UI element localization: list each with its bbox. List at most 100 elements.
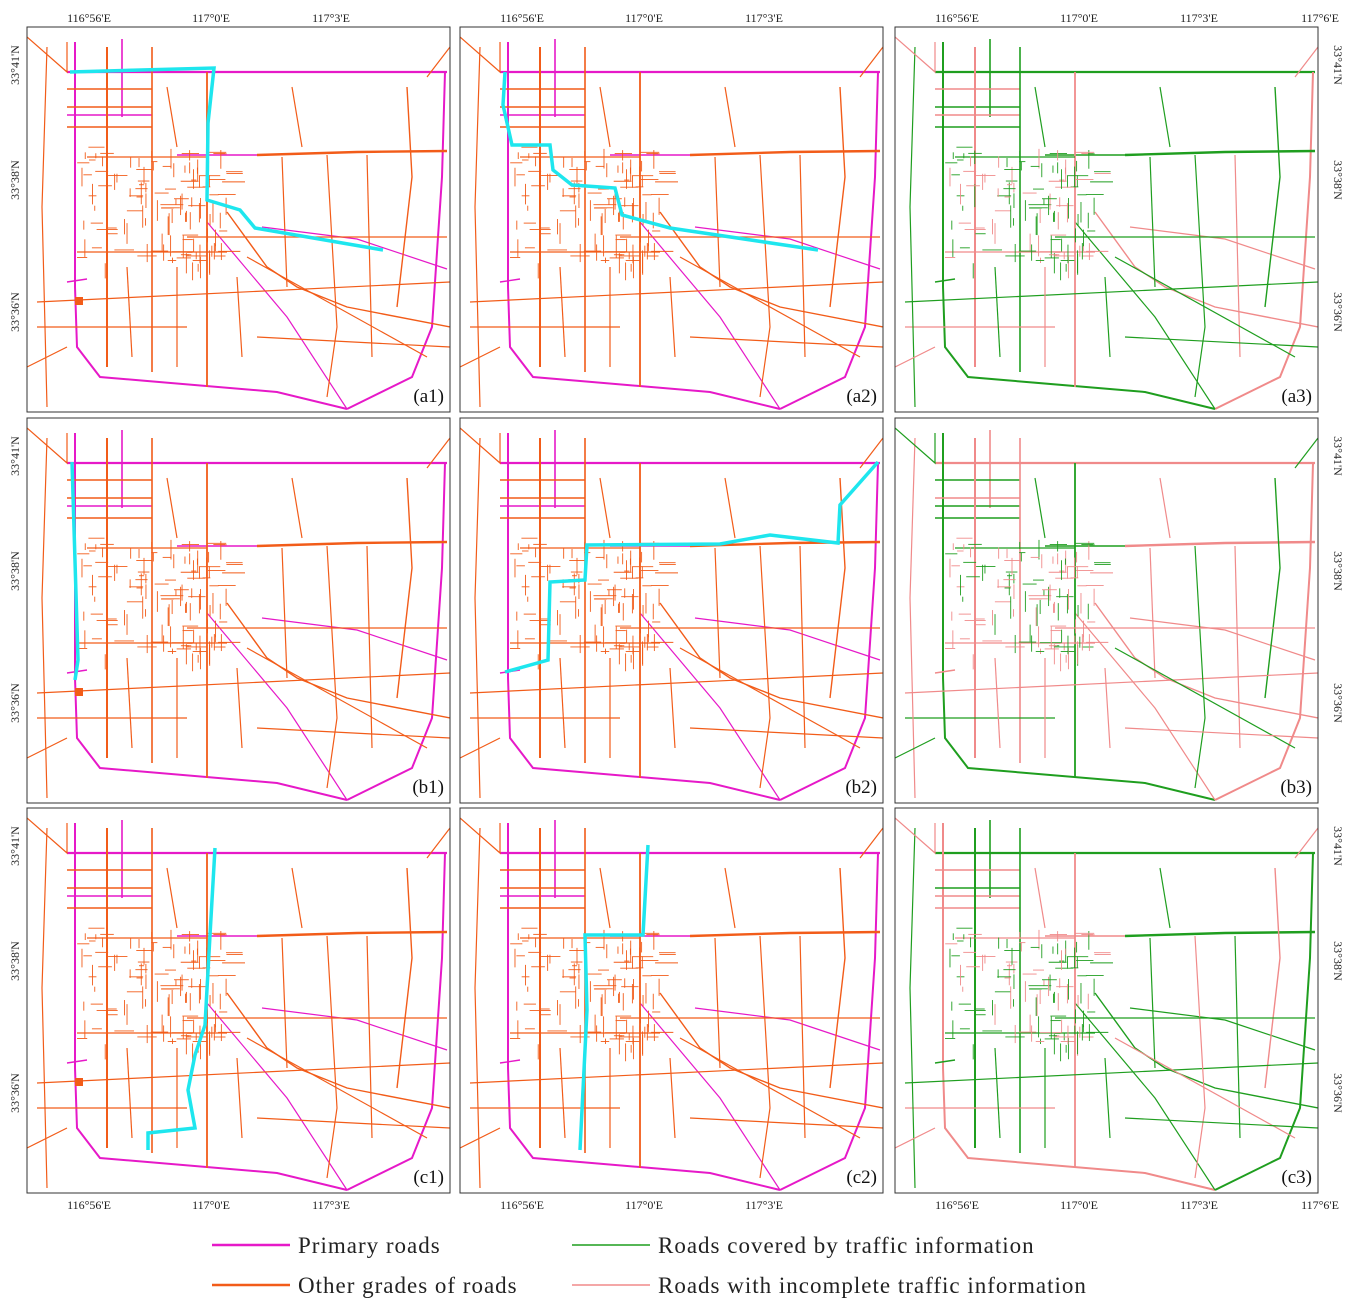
road [262,618,447,660]
block [75,688,83,696]
road [500,279,520,282]
road [640,222,780,409]
panel-frame [460,418,883,803]
road [127,267,132,357]
road [1195,155,1205,397]
lon-label: 117°3'E [312,1198,350,1212]
road [237,668,242,748]
road [640,613,780,800]
road [690,1118,883,1128]
lon-label: 117°3'E [745,1198,783,1212]
road [600,87,610,147]
road [690,728,883,738]
map-panel [895,37,1318,409]
road [282,938,287,1068]
road [1130,618,1315,660]
road [237,1058,242,1138]
road [695,1008,880,1050]
road [207,613,347,800]
road [75,433,347,800]
lon-label: 116°56'E [67,1198,111,1212]
road [42,47,47,407]
road [237,277,242,357]
panel-label: (b2) [845,777,877,798]
road [660,993,883,1108]
lon-label: 116°56'E [935,11,979,25]
road [905,282,1318,302]
road [935,670,955,673]
road [690,932,880,936]
road [1075,613,1215,800]
road [167,87,177,147]
panel-frame [27,27,450,412]
road [1105,668,1110,748]
legend-label: Roads with incomplete traffic informatio… [658,1273,1087,1298]
road [508,823,780,1190]
road [1035,478,1045,538]
road [690,337,883,347]
road [207,1003,347,1190]
lat-label: 33°36'N [8,292,22,332]
road [1150,548,1155,678]
road [127,1048,132,1138]
road [995,658,1000,748]
road [1035,87,1045,147]
road [67,1060,87,1063]
lat-label: 33°38'N [8,941,22,981]
road [127,658,132,748]
road [905,1063,1318,1083]
route [148,848,215,1150]
road [1105,1058,1110,1138]
road [660,603,883,718]
road [1035,868,1045,928]
road [725,87,735,147]
lon-label: 117°0'E [625,1198,663,1212]
lon-label: 117°0'E [625,11,663,25]
road [670,668,675,748]
legend-label: Other grades of roads [298,1273,518,1298]
road [257,728,450,738]
lon-label: 116°56'E [500,11,544,25]
lat-label: 33°36'N [8,683,22,723]
road [1075,222,1215,409]
road [470,282,883,302]
road [327,546,337,788]
road [830,868,845,1088]
road [1160,478,1170,538]
road [680,257,860,357]
road [895,1128,935,1148]
block [75,1078,83,1086]
road [560,658,565,748]
road [327,936,337,1178]
road [895,738,935,758]
road [167,868,177,928]
road [1150,157,1155,287]
panel-label: (a2) [846,386,877,407]
road [42,438,47,798]
road [1265,87,1280,307]
lat-label: 33°38'N [1331,551,1345,591]
lon-label: 117°0'E [1060,1198,1098,1212]
road [327,155,337,397]
road [695,227,880,269]
road [943,42,1215,409]
road [27,1128,67,1148]
road [475,47,480,407]
road [1125,728,1318,738]
road [670,277,675,357]
road [1075,1003,1215,1190]
map-panel [460,818,883,1190]
road [910,828,915,1188]
road [460,1128,500,1148]
road [600,478,610,538]
road [760,546,770,788]
road [1125,151,1315,155]
road [475,828,480,1188]
road [75,823,347,1190]
lat-label: 33°38'N [1331,941,1345,981]
map-panel [895,818,1318,1190]
road [292,868,302,928]
panel-label: (c1) [413,1167,444,1188]
road [640,1003,780,1190]
road [905,673,1318,693]
